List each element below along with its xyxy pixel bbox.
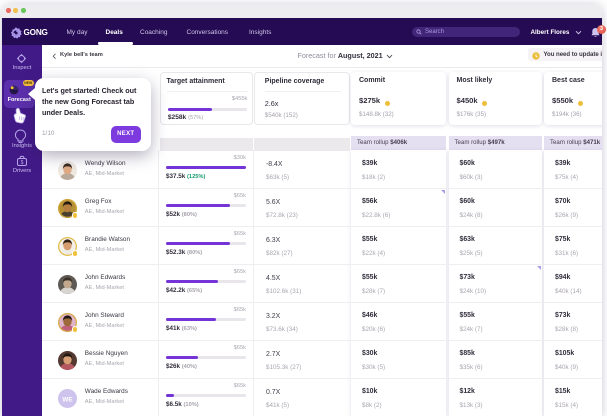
svg-text:WE: WE (62, 396, 72, 403)
svg-text:$: $ (20, 160, 23, 166)
